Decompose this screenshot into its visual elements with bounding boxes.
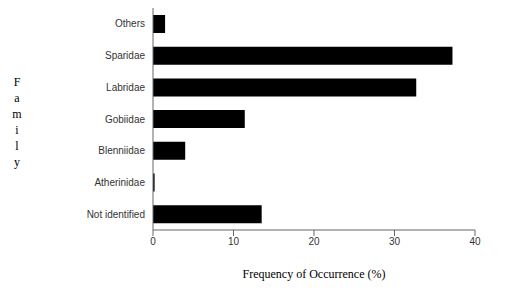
svg-text:20: 20 bbox=[308, 236, 320, 247]
svg-text:Gobiidae: Gobiidae bbox=[105, 114, 145, 125]
svg-text:Frequency of Occurrence (%): Frequency of Occurrence (%) bbox=[243, 267, 386, 281]
svg-text:Not identified: Not identified bbox=[87, 209, 145, 220]
html-text:l: l bbox=[15, 139, 19, 153]
html-text:y: y bbox=[14, 155, 20, 169]
svg-text:Labridae: Labridae bbox=[106, 82, 145, 93]
html-text:a: a bbox=[14, 91, 20, 105]
svg-text:40: 40 bbox=[469, 236, 481, 247]
svg-text:Sparidae: Sparidae bbox=[105, 50, 145, 61]
svg-text:10: 10 bbox=[228, 236, 240, 247]
html-text:m: m bbox=[12, 107, 22, 121]
svg-text:Others: Others bbox=[115, 18, 145, 29]
svg-text:Atherinidae: Atherinidae bbox=[94, 177, 145, 188]
html-text:F: F bbox=[13, 75, 21, 89]
html-text:i: i bbox=[15, 123, 19, 137]
svg-text:30: 30 bbox=[389, 236, 401, 247]
svg-text:0: 0 bbox=[150, 236, 156, 247]
svg-text:Blenniidae: Blenniidae bbox=[98, 145, 145, 156]
